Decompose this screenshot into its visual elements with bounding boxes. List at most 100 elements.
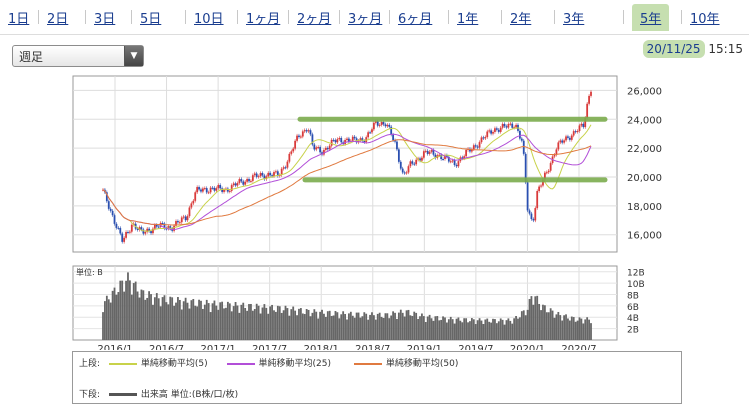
volume-bar [459, 320, 462, 340]
candle-body [121, 233, 124, 242]
tab-3ヶ月[interactable]: 3ヶ月 [348, 12, 383, 27]
volume-bar [455, 318, 458, 340]
tab-6ヶ月[interactable]: 6ヶ月 [398, 12, 433, 27]
candle-body [157, 226, 160, 228]
volume-bar [334, 311, 337, 340]
candle-body [275, 171, 277, 173]
candle-body [446, 155, 448, 157]
candle-body [378, 124, 381, 126]
candle-body [480, 137, 483, 143]
volume-bar [203, 304, 206, 340]
tab-2年[interactable]: 2年 [510, 12, 532, 27]
candle-body [361, 138, 364, 141]
volume-bar [522, 310, 525, 340]
x-tick-label: 2018/1 [304, 344, 339, 350]
volume-bar [305, 309, 308, 340]
volume-bar [371, 312, 373, 340]
candle-body [215, 188, 218, 191]
candle-body [221, 188, 224, 192]
candle-body [332, 139, 335, 141]
legend-ma5-label: 単純移動平均(5) [140, 359, 208, 369]
tab-10日[interactable]: 10日 [194, 12, 224, 27]
volume-bar [463, 318, 466, 340]
tab-2ヶ月[interactable]: 2ヶ月 [297, 12, 332, 27]
candle-body [359, 138, 362, 141]
volume-bar [417, 318, 419, 340]
candle-body [286, 161, 289, 168]
candle-body [547, 170, 550, 173]
tab-2日[interactable]: 2日 [47, 12, 69, 27]
tab-5年[interactable]: 5年 [632, 4, 670, 31]
candle-body [530, 213, 533, 220]
volume-bar [276, 305, 279, 340]
volume-bar [326, 311, 329, 340]
volume-bar [394, 312, 396, 340]
volume-bar [424, 321, 427, 340]
volume-bar [213, 300, 216, 340]
tab-1ヶ月[interactable]: 1ヶ月 [246, 12, 281, 27]
volume-bar [528, 299, 531, 340]
tab-separator [339, 10, 340, 24]
interval-select[interactable]: 週足 ▼ [12, 45, 144, 67]
volume-bar [501, 319, 504, 340]
x-tick-label: 2016/1 [97, 344, 132, 350]
volume-bar [469, 321, 471, 340]
volume-bar [115, 294, 118, 340]
volume-tick-label: 10B [627, 280, 645, 290]
tab-5日[interactable]: 5日 [140, 12, 162, 27]
tab-10年[interactable]: 10年 [690, 12, 720, 27]
candle-body [426, 150, 429, 154]
candle-body [294, 140, 297, 149]
candle-body [146, 228, 149, 232]
tab-3年[interactable]: 3年 [563, 12, 585, 27]
volume-bar [111, 290, 114, 340]
volume-bar [411, 315, 414, 340]
volume-bar [397, 312, 400, 340]
x-tick-label: 2018/7 [355, 344, 390, 350]
candle-body [401, 168, 404, 173]
candle-body [553, 154, 556, 157]
candle-body [388, 124, 391, 127]
candle-body [259, 173, 262, 177]
tab-1日[interactable]: 1日 [8, 12, 30, 27]
candle-body [397, 149, 400, 162]
candle-body [298, 135, 300, 138]
candle-body [167, 226, 170, 229]
volume-bar [238, 312, 241, 340]
volume-bar [317, 318, 320, 340]
volume-bar [299, 308, 302, 340]
candle-body [219, 184, 222, 189]
tab-3日[interactable]: 3日 [94, 12, 116, 27]
volume-bar [128, 280, 131, 340]
volume-bar [196, 306, 199, 340]
volume-bar [494, 319, 496, 340]
candle-body [315, 147, 318, 150]
tab-1年[interactable]: 1年 [457, 12, 479, 27]
volume-bar [490, 322, 492, 340]
volume-bar [155, 293, 158, 340]
candle-body [109, 208, 112, 211]
candle-body [203, 188, 206, 190]
volume-bar [540, 310, 542, 340]
tab-separator [237, 10, 238, 24]
volume-bar [313, 309, 316, 340]
candle-body [470, 149, 473, 152]
volume-tick-label: 12B [627, 269, 645, 279]
candle-body [173, 225, 175, 231]
candle-body [382, 122, 385, 125]
volume-bar [392, 311, 395, 340]
candle-body [257, 176, 260, 178]
volume-tick-label: 4B [627, 314, 639, 324]
candle-body [494, 128, 496, 132]
candle-body [540, 185, 542, 187]
volume-bar [102, 312, 104, 340]
candle-body [280, 168, 283, 175]
candle-body [584, 117, 587, 128]
volume-bar [246, 310, 248, 340]
volume-bar [286, 308, 289, 340]
volume-bar [467, 322, 469, 340]
candle-body [386, 124, 389, 127]
volume-bar [180, 309, 183, 340]
candle-body [117, 227, 120, 229]
candle-body [376, 121, 379, 126]
